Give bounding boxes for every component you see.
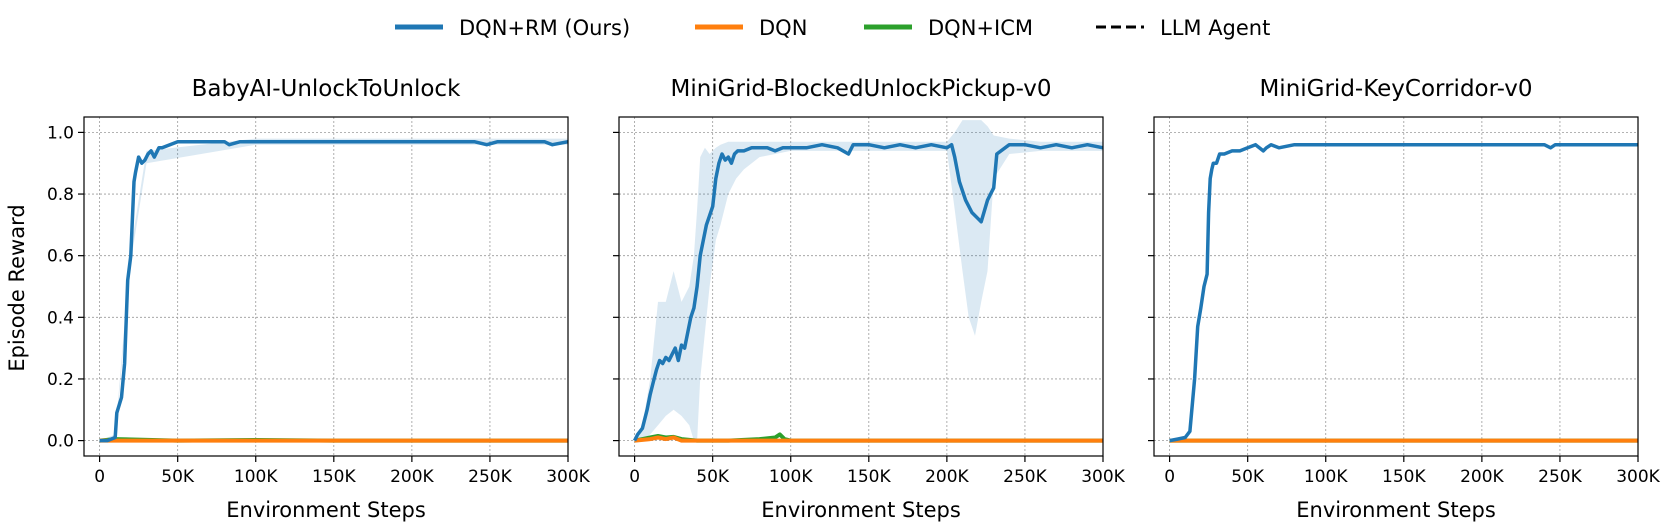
x-tick-label: 150K	[847, 467, 891, 487]
y-axis-title: Episode Reward	[5, 204, 29, 371]
x-tick-label: 0	[94, 467, 105, 487]
y-tick-label: 1.0	[47, 123, 74, 143]
panel-babyai-unlocktounlock: BabyAI-UnlockToUnlock 0 50K 100K 150K 200K 250…	[47, 76, 591, 522]
x-tick-label: 50K	[161, 467, 195, 487]
legend-label: LLM Agent	[1160, 16, 1270, 40]
series-line-dqn-rm-ours	[99, 139, 568, 443]
x-tick-label: 200K	[1460, 467, 1504, 487]
x-tick-label: 250K	[468, 467, 512, 487]
panel-minigrid-blockedunlockpickup-v0: MiniGrid-BlockedUnlockPickup-v0 0 50K 100K 1…	[613, 76, 1126, 522]
panel-title: MiniGrid-KeyCorridor-v0	[1259, 76, 1532, 102]
panel-title: MiniGrid-BlockedUnlockPickup-v0	[670, 76, 1051, 102]
x-tick-label: 100K	[234, 467, 278, 487]
legend-label: DQN+ICM	[928, 16, 1033, 40]
y-tick-label: 0.2	[47, 370, 74, 390]
x-tick-label: 200K	[925, 467, 969, 487]
y-tick-label: 0.0	[47, 432, 74, 452]
x-tick-label: 0	[1164, 467, 1175, 487]
plot-frame	[618, 116, 1104, 457]
legend-item-dqn-rm-ours: DQN+RM (Ours)	[395, 16, 630, 40]
legend: DQN+RM (Ours) DQN DQN+ICM LLM Agent	[395, 16, 1270, 40]
x-tick-label: 0	[629, 467, 640, 487]
x-tick-label: 100K	[1304, 467, 1348, 487]
y-tick-label: 0.6	[47, 247, 74, 267]
panel-title: BabyAI-UnlockToUnlock	[192, 76, 461, 102]
y-tick-label: 0.8	[47, 185, 74, 205]
gridlines	[84, 117, 569, 456]
legend-item-dqn-icm: DQN+ICM	[864, 16, 1033, 40]
series-line-dqn-rm-ours	[1169, 142, 1638, 443]
legend-label: DQN+RM (Ours)	[459, 16, 630, 40]
x-tick-label: 250K	[1003, 467, 1047, 487]
series-line-dqn-rm-ours	[633, 142, 1103, 442]
legend-item-dqn: DQN	[695, 16, 807, 40]
x-tick-label: 300K	[1081, 467, 1125, 487]
confidence-band-dqn-rm-ours	[634, 120, 1103, 441]
x-tick-label: 200K	[390, 467, 434, 487]
series-line-dqn	[634, 435, 1103, 443]
chart-panels: BabyAI-UnlockToUnlock 0 50K 100K 150K 200K 250…	[47, 76, 1661, 522]
x-tick-label: 300K	[546, 467, 590, 487]
x-tick-label: 300K	[1616, 467, 1660, 487]
x-tick-label: 150K	[1382, 467, 1426, 487]
gridlines	[1154, 117, 1639, 456]
x-tick-label: 100K	[769, 467, 813, 487]
plot-frame	[1153, 116, 1639, 457]
legend-item-llm-agent: LLM Agent	[1096, 16, 1270, 40]
plot-frame	[83, 116, 569, 457]
x-axis-title: Environment Steps	[226, 498, 426, 522]
y-tick-label: 0.4	[47, 308, 74, 328]
x-tick-label: 150K	[312, 467, 356, 487]
x-axis-title: Environment Steps	[761, 498, 961, 522]
panel-minigrid-keycorridor-v0: MiniGrid-KeyCorridor-v0 0 50K 100K 150K 200K 2…	[1148, 76, 1661, 522]
x-tick-label: 50K	[696, 467, 730, 487]
x-tick-label: 50K	[1231, 467, 1265, 487]
x-tick-label: 250K	[1538, 467, 1582, 487]
legend-label: DQN	[759, 16, 807, 40]
x-axis-title: Environment Steps	[1296, 498, 1496, 522]
